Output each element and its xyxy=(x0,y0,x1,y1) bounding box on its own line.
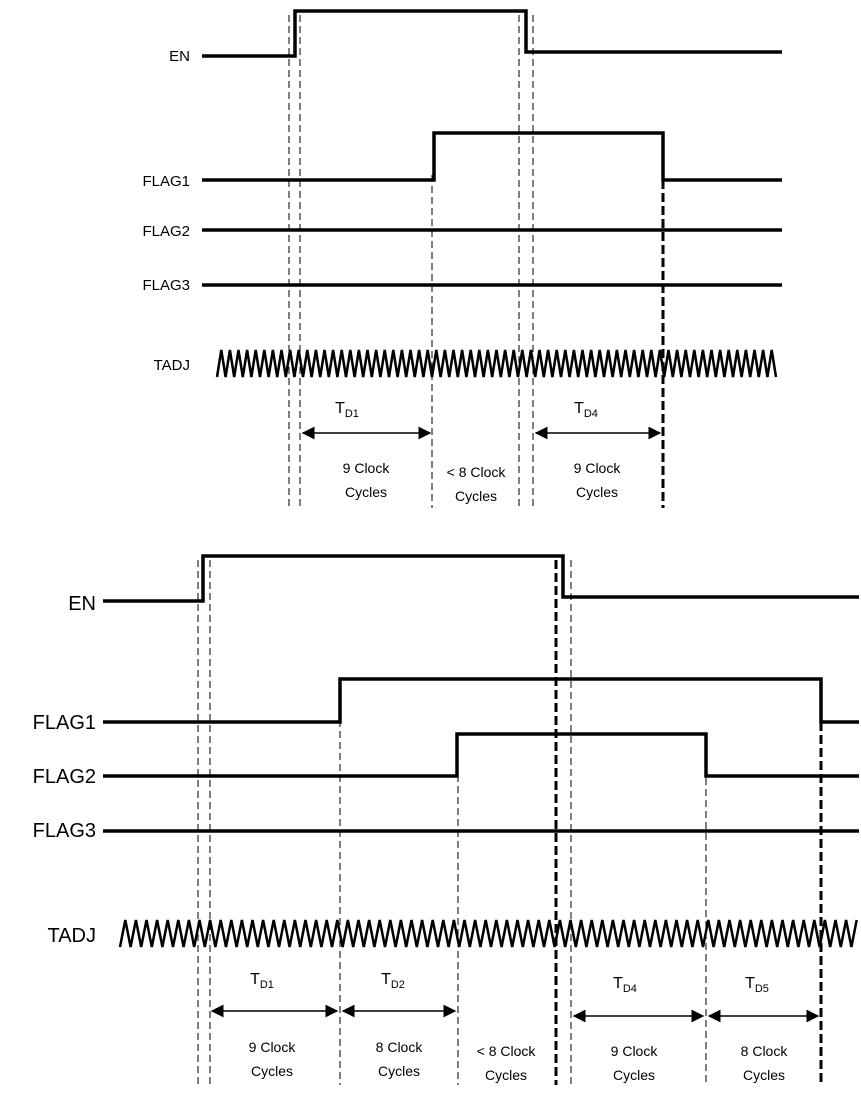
timing-diagram-1: EN FLAG1 FLAG2 FLAG3 TADJ TD1 9 Clock Cy… xyxy=(142,9,782,508)
interval-text-line2: Cycles xyxy=(743,1067,785,1083)
waveform-tadj-clock xyxy=(215,349,778,378)
waveform-en xyxy=(202,9,782,58)
interval-text-line1: < 8 Clock xyxy=(477,1043,537,1059)
interval-label-td2: TD2 xyxy=(381,971,405,991)
waveform-flag2 xyxy=(103,732,859,778)
signal-label-tadj: TADJ xyxy=(154,357,190,374)
interval-label-td1: TD1 xyxy=(335,400,359,420)
interval-text-line1: 8 Clock xyxy=(741,1043,789,1059)
interval-text-line1: 9 Clock xyxy=(611,1043,659,1059)
signal-label-flag3: FLAG3 xyxy=(142,277,190,294)
waveform-flag1 xyxy=(103,677,859,724)
interval-text-line2: Cycles xyxy=(455,488,497,504)
interval-label-td4: TD4 xyxy=(574,400,598,420)
signal-label-flag2: FLAG2 xyxy=(142,223,190,240)
interval-text-line2: Cycles xyxy=(345,484,387,500)
interval-text-line1: 9 Clock xyxy=(249,1039,297,1055)
interval-text-line1: 8 Clock xyxy=(376,1039,424,1055)
interval-text-line2: Cycles xyxy=(576,484,618,500)
signal-label-en: EN xyxy=(68,593,96,615)
interval-label-td4: TD4 xyxy=(613,975,637,995)
waveform-en xyxy=(103,554,859,603)
interval-text-line2: Cycles xyxy=(378,1063,420,1079)
signal-label-tadj: TADJ xyxy=(47,925,96,947)
signal-label-flag1: FLAG1 xyxy=(33,712,96,734)
timing-diagram-2: EN FLAG1 FLAG2 FLAG3 TADJ TD1 9 Clock Cy… xyxy=(33,554,859,1085)
interval-label-td1: TD1 xyxy=(250,971,274,991)
interval-text-line2: Cycles xyxy=(485,1067,527,1083)
interval-label-td5: TD5 xyxy=(745,975,769,995)
waveform-tadj-clock xyxy=(118,919,858,948)
interval-text-line1: 9 Clock xyxy=(574,460,622,476)
signal-label-flag1: FLAG1 xyxy=(142,173,190,190)
interval-text-line2: Cycles xyxy=(613,1067,655,1083)
signal-label-flag3: FLAG3 xyxy=(33,820,96,842)
interval-text-line1: < 8 Clock xyxy=(447,464,507,480)
signal-label-flag2: FLAG2 xyxy=(33,766,96,788)
waveform-flag1 xyxy=(202,131,782,182)
interval-text-line1: 9 Clock xyxy=(343,460,391,476)
signal-label-en: EN xyxy=(169,48,190,65)
interval-text-line2: Cycles xyxy=(251,1063,293,1079)
